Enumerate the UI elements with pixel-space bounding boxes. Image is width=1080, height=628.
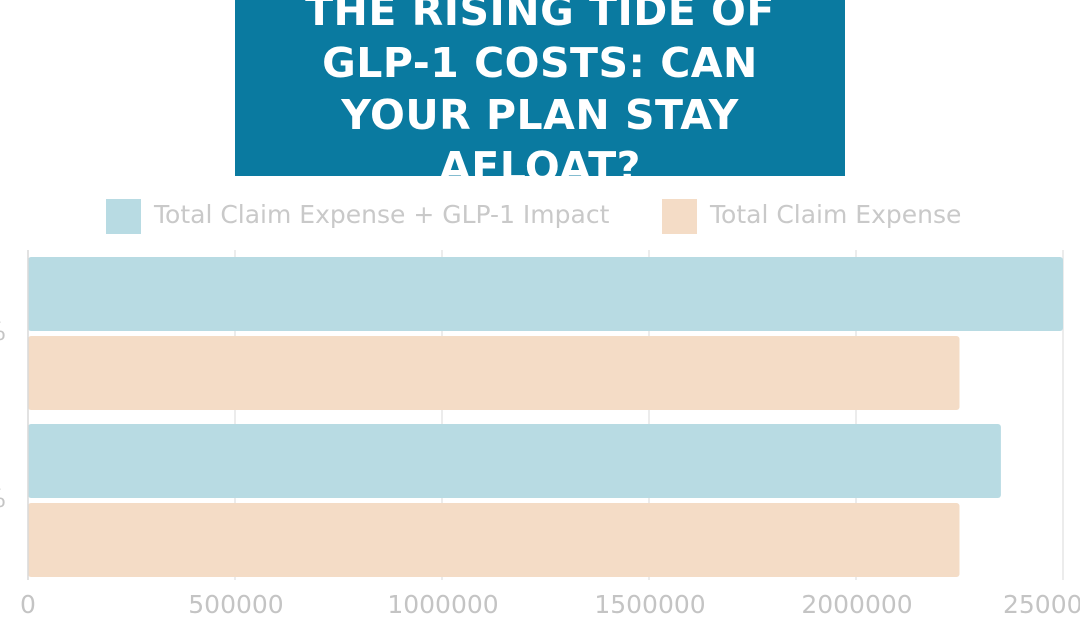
x-tick-label: 1000000: [387, 590, 498, 619]
axis: %% 0 500000 1000000 1500000 2000000 25000: [0, 250, 1080, 619]
x-tick-label: 1500000: [594, 590, 705, 619]
legend-swatch-series-2: [662, 199, 697, 234]
bar-series-1-category-1: [28, 257, 1063, 331]
legend: Total Claim Expense + GLP-1 Impact Total…: [106, 199, 961, 234]
chart-title: THE RISING TIDE OF GLP-1 COSTS: CAN YOUR…: [305, 0, 775, 191]
x-tick-label: 2000000: [801, 590, 912, 619]
legend-label-series-1: Total Claim Expense + GLP-1 Impact: [153, 200, 610, 229]
bar-series-2-category-1: [28, 336, 960, 410]
bar-series-2-category-2: [28, 503, 960, 577]
y-tick-label: %: [0, 484, 6, 513]
y-tick-label: %: [0, 317, 6, 346]
x-tick-label: 25000: [1003, 590, 1080, 619]
legend-swatch-series-1: [106, 199, 141, 234]
bar-series-1-category-2: [28, 424, 1001, 498]
x-tick-label: 500000: [188, 590, 283, 619]
legend-label-series-2: Total Claim Expense: [709, 200, 961, 229]
chart-title-banner: THE RISING TIDE OF GLP-1 COSTS: CAN YOUR…: [235, 0, 845, 191]
x-tick-label: 0: [20, 590, 36, 619]
bars: [28, 257, 1063, 577]
